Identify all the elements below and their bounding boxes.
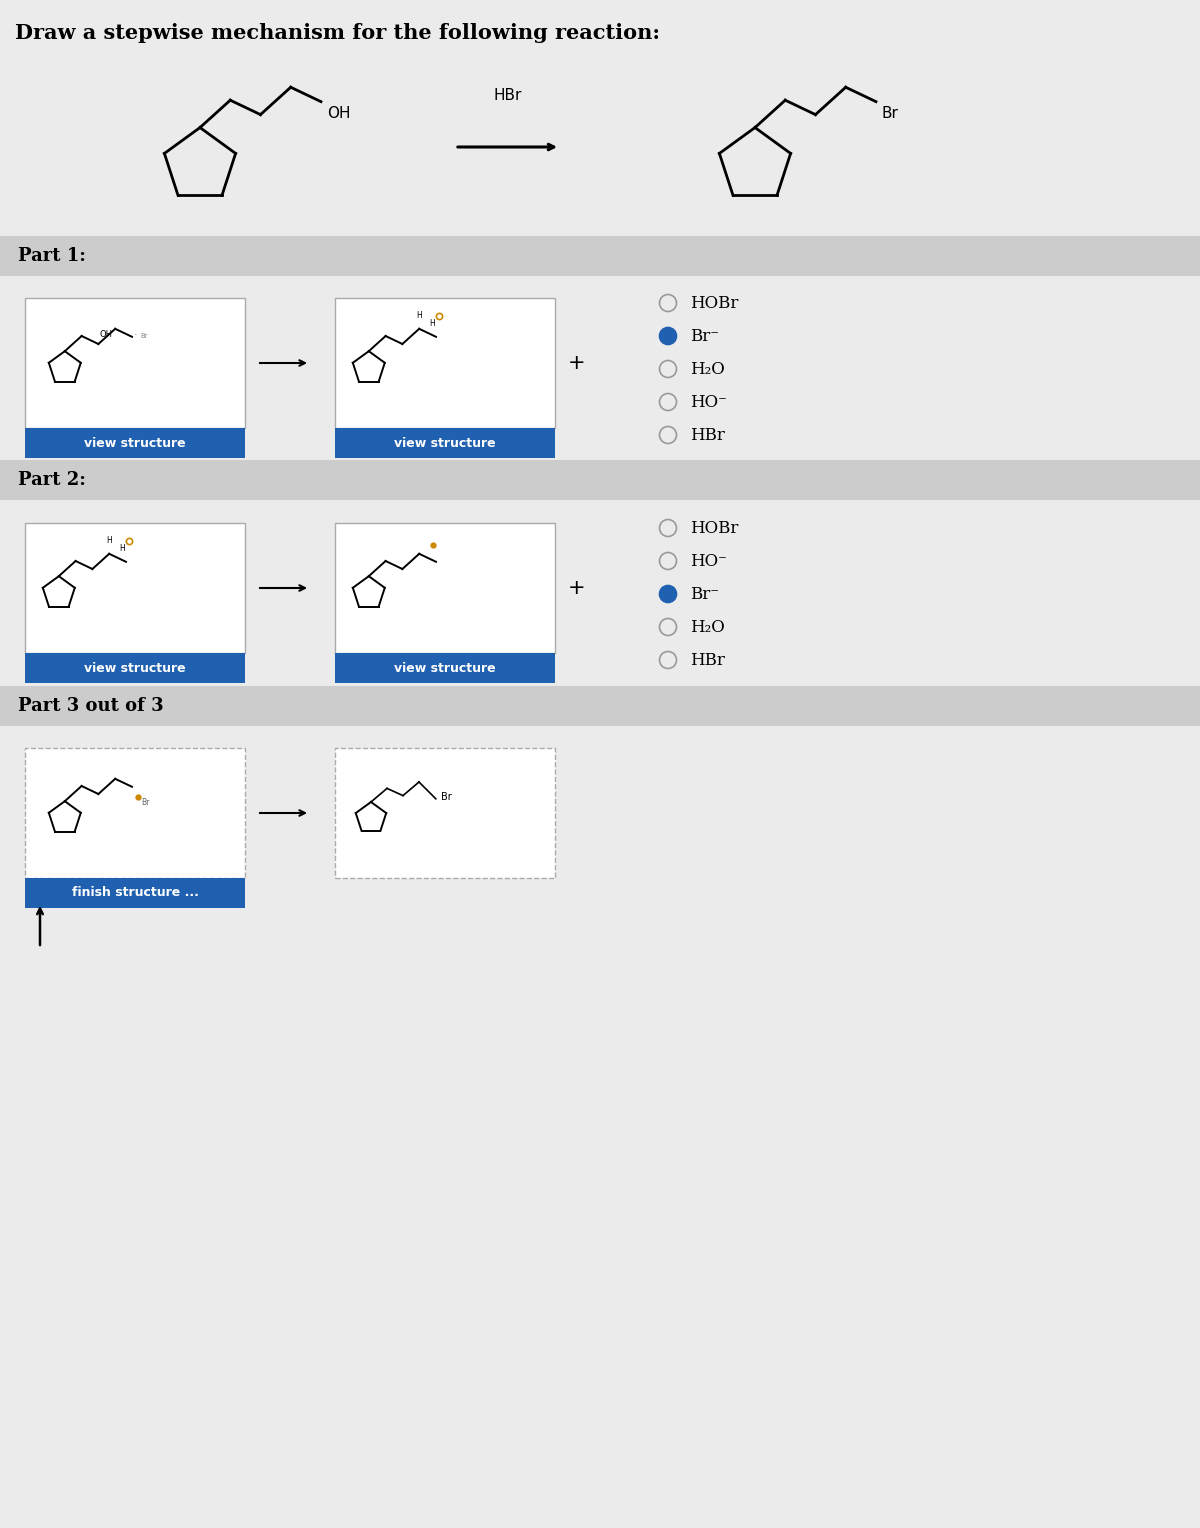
Bar: [25, 652, 245, 683]
Text: Br⁻: Br⁻: [690, 585, 719, 602]
Bar: [335, 428, 554, 458]
Text: Draw a stepwise mechanism for the following reaction:: Draw a stepwise mechanism for the follow…: [14, 23, 660, 43]
Text: finish structure ...: finish structure ...: [72, 886, 198, 900]
Text: H: H: [430, 319, 434, 329]
Bar: [25, 523, 245, 652]
Text: HO⁻: HO⁻: [690, 553, 727, 570]
Bar: [335, 749, 554, 879]
Text: view structure: view structure: [84, 662, 186, 674]
Bar: [0, 686, 1200, 726]
Bar: [335, 523, 554, 652]
Text: +: +: [568, 578, 586, 597]
Text: HOBr: HOBr: [690, 520, 738, 536]
Text: H₂O: H₂O: [690, 361, 725, 377]
Bar: [25, 749, 245, 879]
Text: view structure: view structure: [394, 662, 496, 674]
Circle shape: [660, 585, 677, 602]
Text: Br: Br: [142, 798, 149, 807]
Text: HO⁻: HO⁻: [690, 394, 727, 411]
Text: ·: ·: [134, 330, 138, 339]
Text: +: +: [568, 353, 586, 373]
Text: HBr: HBr: [494, 89, 522, 102]
Bar: [25, 428, 245, 458]
Text: H: H: [119, 544, 125, 553]
Bar: [25, 298, 245, 428]
Text: view structure: view structure: [84, 437, 186, 449]
Text: Part 1:: Part 1:: [18, 248, 86, 264]
Text: HOBr: HOBr: [690, 295, 738, 312]
Bar: [335, 652, 554, 683]
Bar: [335, 298, 554, 428]
Bar: [0, 460, 1200, 500]
Circle shape: [660, 327, 677, 344]
Text: H: H: [107, 536, 112, 545]
Text: OH: OH: [100, 330, 113, 339]
Text: Br: Br: [440, 792, 451, 802]
Text: OH: OH: [326, 105, 350, 121]
Text: view structure: view structure: [394, 437, 496, 449]
Text: H: H: [416, 310, 422, 319]
Bar: [25, 879, 245, 908]
Text: Part 3 out of 3: Part 3 out of 3: [18, 697, 163, 715]
Text: H₂O: H₂O: [690, 619, 725, 636]
Bar: [0, 235, 1200, 277]
Text: Br: Br: [882, 105, 899, 121]
Text: HBr: HBr: [690, 651, 725, 669]
Text: Part 2:: Part 2:: [18, 471, 86, 489]
Text: HBr: HBr: [690, 426, 725, 443]
Text: Br: Br: [140, 333, 148, 339]
Text: Br⁻: Br⁻: [690, 327, 719, 344]
